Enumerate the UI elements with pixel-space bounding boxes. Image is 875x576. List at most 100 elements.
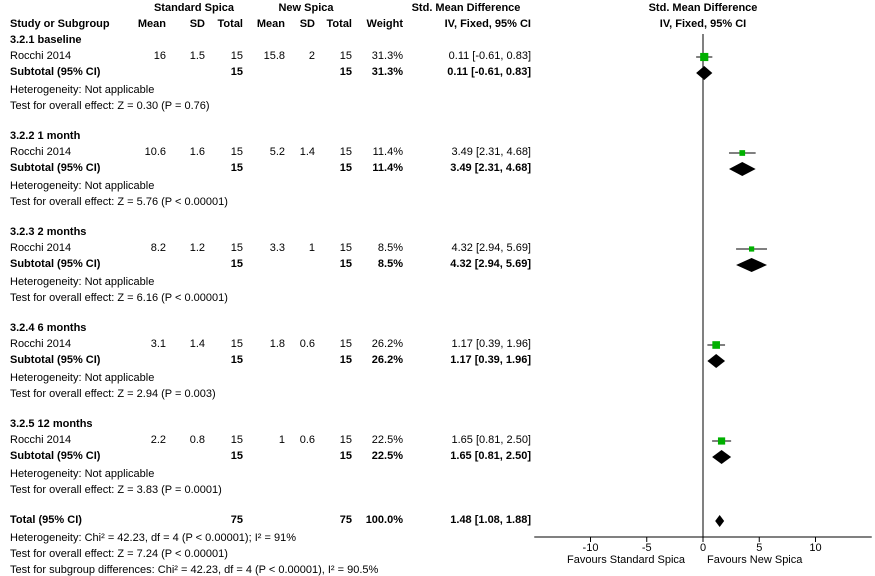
subgroup-title: 3.2.2 1 month (10, 130, 81, 142)
subtotal-n1: 15 (230, 258, 243, 270)
subgroup-differences: Test for subgroup differences: Chi² = 42… (10, 564, 379, 576)
study-sd2: 1 (308, 242, 315, 254)
sd1-header: SD (189, 18, 205, 30)
subtotal-weight: 31.3% (371, 66, 403, 78)
study-mean1: 8.2 (150, 242, 166, 254)
subtotal-label: Subtotal (95% CI) (10, 66, 101, 78)
study-marker (712, 341, 720, 349)
subtotal-ci: 4.32 [2.94, 5.69] (450, 258, 531, 270)
subtotal-n1: 15 (230, 450, 243, 462)
study-sd1: 0.8 (189, 434, 205, 446)
overall-diamond (715, 515, 725, 527)
study-marker (748, 246, 755, 252)
subtotal-n2: 15 (339, 162, 352, 174)
subgroup-heterogeneity: Heterogeneity: Not applicable (10, 84, 155, 96)
subgroup-title: 3.2.3 2 months (10, 226, 87, 238)
total-label: Total (95% CI) (10, 514, 82, 526)
subgroup-overall-effect: Test for overall effect: Z = 0.30 (P = 0… (10, 100, 210, 112)
study-mean1: 3.1 (150, 338, 166, 350)
total1-header: Total (217, 18, 243, 30)
subtotal-diamond (728, 162, 756, 176)
study-sd2: 0.6 (299, 338, 315, 350)
study-marker (700, 52, 709, 62)
total-heterogeneity: Heterogeneity: Chi² = 42.23, df = 4 (P <… (10, 532, 296, 544)
study-name: Rocchi 2014 (10, 50, 72, 62)
study-ci: 1.17 [0.39, 1.96] (451, 338, 531, 350)
subtotal-label: Subtotal (95% CI) (10, 450, 101, 462)
study-weight: 8.5% (377, 242, 403, 254)
study-ci: 0.11 [-0.61, 0.83] (448, 50, 531, 62)
subtotal-n1: 15 (230, 162, 243, 174)
study-marker (717, 437, 726, 445)
subtotal-n1: 15 (230, 354, 243, 366)
subtotal-label: Subtotal (95% CI) (10, 162, 101, 174)
subtotal-n2: 15 (339, 450, 352, 462)
subtotal-diamond (712, 450, 732, 464)
study-mean2: 1.8 (269, 338, 285, 350)
x-tick-label: 10 (809, 542, 821, 554)
method-header-left: IV, Fixed, 95% CI (444, 18, 531, 30)
study-mean1: 2.2 (150, 434, 166, 446)
total-n2: 75 (339, 514, 352, 526)
study-total1: 15 (230, 50, 243, 62)
subgroup-heterogeneity: Heterogeneity: Not applicable (10, 276, 155, 288)
favours-left-label: Favours Standard Spica (567, 554, 686, 566)
subgroup-heterogeneity: Heterogeneity: Not applicable (10, 180, 155, 192)
x-tick-label: 0 (700, 542, 706, 554)
x-tick-label: 5 (756, 542, 762, 554)
total-n1: 75 (230, 514, 243, 526)
subgroup-heterogeneity: Heterogeneity: Not applicable (10, 372, 155, 384)
study-ci: 3.49 [2.31, 4.68] (451, 146, 531, 158)
study-total1: 15 (230, 434, 243, 446)
x-tick-label: -10 (583, 542, 599, 554)
x-tick-label: -5 (642, 542, 652, 554)
subtotal-weight: 11.4% (372, 162, 403, 174)
study-mean1: 10.6 (144, 146, 166, 158)
sd2-header: SD (299, 18, 315, 30)
subgroup-title: 3.2.4 6 months (10, 322, 87, 334)
smd-header-left: Std. Mean Difference (411, 2, 521, 14)
subtotal-diamond (696, 66, 713, 80)
subtotal-n2: 15 (339, 258, 352, 270)
study-header: Study or Subgroup (10, 18, 110, 30)
study-mean2: 15.8 (263, 50, 285, 62)
study-total2: 15 (339, 434, 352, 446)
study-ci: 4.32 [2.94, 5.69] (451, 242, 531, 254)
subtotal-weight: 8.5% (377, 258, 403, 270)
study-mean2: 3.3 (269, 242, 285, 254)
study-sd2: 2 (308, 50, 315, 62)
study-total1: 15 (230, 146, 243, 158)
study-ci: 1.65 [0.81, 2.50] (451, 434, 531, 446)
method-header-right: IV, Fixed, 95% CI (659, 18, 747, 30)
subtotal-ci: 1.65 [0.81, 2.50] (450, 450, 531, 462)
study-name: Rocchi 2014 (10, 242, 72, 254)
subgroup-title: 3.2.1 baseline (10, 34, 82, 46)
group2-header: New Spica (278, 2, 334, 14)
smd-header-right: Std. Mean Difference (648, 2, 758, 14)
subtotal-ci: 3.49 [2.31, 4.68] (450, 162, 531, 174)
subgroup-heterogeneity: Heterogeneity: Not applicable (10, 468, 155, 480)
study-total1: 15 (230, 338, 243, 350)
study-total2: 15 (339, 242, 352, 254)
study-mean1: 16 (153, 50, 166, 62)
study-weight: 26.2% (371, 338, 403, 350)
subtotal-ci: 0.11 [-0.61, 0.83] (447, 66, 531, 78)
subtotal-n2: 15 (339, 354, 352, 366)
mean2-header: Mean (256, 18, 285, 30)
subtotal-label: Subtotal (95% CI) (10, 354, 101, 366)
total2-header: Total (326, 18, 352, 30)
subtotal-diamond (707, 354, 726, 368)
study-total2: 15 (339, 146, 352, 158)
study-sd1: 1.5 (189, 50, 205, 62)
total-overall-effect: Test for overall effect: Z = 7.24 (P < 0… (10, 548, 228, 560)
subtotal-weight: 26.2% (371, 354, 403, 366)
study-marker (739, 150, 746, 156)
weight-header: Weight (366, 18, 403, 30)
study-sd1: 1.6 (189, 146, 205, 158)
study-mean2: 5.2 (269, 146, 285, 158)
subgroup-overall-effect: Test for overall effect: Z = 3.83 (P = 0… (10, 484, 222, 496)
group1-header: Standard Spica (153, 2, 235, 14)
total-ci: 1.48 [1.08, 1.88] (450, 514, 531, 526)
